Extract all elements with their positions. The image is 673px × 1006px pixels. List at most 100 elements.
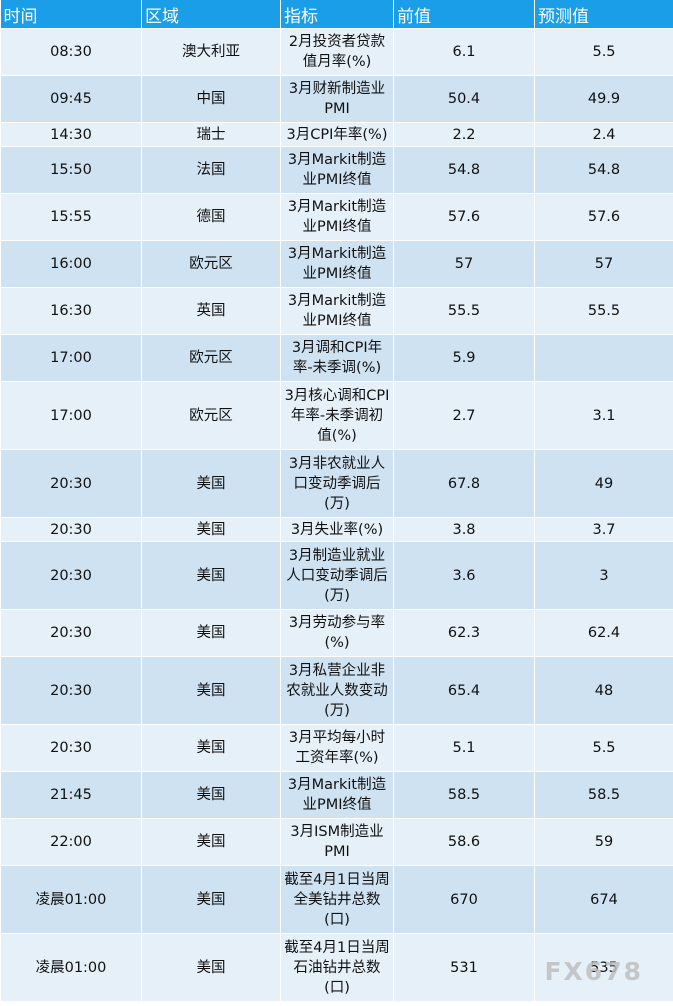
table-row: 凌晨01:00 美国 截至4月1日当周全美钻井总数(口) 670 674 xyxy=(0,865,673,934)
cell-time: 20:30 xyxy=(0,656,142,725)
cell-region: 法国 xyxy=(141,146,281,194)
cell-previous: 62.3 xyxy=(393,609,535,657)
cell-region: 德国 xyxy=(141,193,281,241)
table-row: 凌晨01:00 美国 截至4月1日当周石油钻井总数(口) 531 535 xyxy=(0,933,673,1002)
cell-indicator: 截至4月1日当周石油钻井总数(口) xyxy=(280,933,394,1002)
cell-time: 17:00 xyxy=(0,334,142,382)
table-row: 20:30 美国 3月劳动参与率(%) 62.3 62.4 xyxy=(0,609,673,657)
cell-forecast: 57.6 xyxy=(534,193,673,241)
cell-indicator: 3月私营企业非农就业人数变动(万) xyxy=(280,656,394,725)
cell-region: 澳大利亚 xyxy=(141,28,281,76)
cell-region: 美国 xyxy=(141,449,281,518)
cell-region: 欧元区 xyxy=(141,240,281,288)
cell-indicator: 3月CPI年率(%) xyxy=(280,122,394,147)
cell-indicator: 截至4月1日当周全美钻井总数(口) xyxy=(280,865,394,934)
cell-region: 美国 xyxy=(141,541,281,610)
cell-forecast: 58.5 xyxy=(534,771,673,819)
cell-indicator: 3月制造业就业人口变动季调后(万) xyxy=(280,541,394,610)
cell-region: 欧元区 xyxy=(141,334,281,382)
cell-indicator: 3月平均每小时工资年率(%) xyxy=(280,724,394,772)
cell-previous: 57 xyxy=(393,240,535,288)
cell-indicator: 3月Markit制造业PMI终值 xyxy=(280,287,394,335)
cell-region: 美国 xyxy=(141,933,281,1002)
table-row: 22:00 美国 3月ISM制造业PMI 58.6 59 xyxy=(0,818,673,866)
table-row: 20:30 美国 3月制造业就业人口变动季调后(万) 3.6 3 xyxy=(0,541,673,610)
cell-previous: 67.8 xyxy=(393,449,535,518)
cell-forecast: 3 xyxy=(534,541,673,610)
table-row: 17:00 欧元区 3月核心调和CPI年率-未季调初值(%) 2.7 3.1 xyxy=(0,381,673,450)
cell-time: 22:00 xyxy=(0,818,142,866)
cell-forecast: 3.7 xyxy=(534,517,673,542)
table-row: 08:30 澳大利亚 2月投资者贷款值月率(%) 6.1 5.5 xyxy=(0,28,673,76)
cell-region: 欧元区 xyxy=(141,381,281,450)
cell-region: 中国 xyxy=(141,75,281,123)
cell-region: 英国 xyxy=(141,287,281,335)
cell-time: 20:30 xyxy=(0,449,142,518)
cell-previous: 2.7 xyxy=(393,381,535,450)
cell-time: 21:45 xyxy=(0,771,142,819)
table-row: 17:00 欧元区 3月调和CPI年率-未季调(%) 5.9 xyxy=(0,334,673,382)
cell-region: 美国 xyxy=(141,724,281,772)
table-row: 20:30 美国 3月平均每小时工资年率(%) 5.1 5.5 xyxy=(0,724,673,772)
cell-forecast: 674 xyxy=(534,865,673,934)
cell-forecast: 535 xyxy=(534,933,673,1002)
cell-time: 15:55 xyxy=(0,193,142,241)
cell-forecast: 5.5 xyxy=(534,28,673,76)
table-row: 20:30 美国 3月失业率(%) 3.8 3.7 xyxy=(0,517,673,542)
cell-time: 凌晨01:00 xyxy=(0,933,142,1002)
cell-indicator: 3月调和CPI年率-未季调(%) xyxy=(280,334,394,382)
cell-region: 美国 xyxy=(141,771,281,819)
cell-forecast: 49 xyxy=(534,449,673,518)
cell-indicator: 3月ISM制造业PMI xyxy=(280,818,394,866)
table-row: 21:45 美国 3月Markit制造业PMI终值 58.5 58.5 xyxy=(0,771,673,819)
cell-previous: 54.8 xyxy=(393,146,535,194)
table-row: 15:50 法国 3月Markit制造业PMI终值 54.8 54.8 xyxy=(0,146,673,194)
header-time: 时间 xyxy=(0,0,142,29)
cell-indicator: 2月投资者贷款值月率(%) xyxy=(280,28,394,76)
header-previous: 前值 xyxy=(393,0,535,29)
cell-time: 16:30 xyxy=(0,287,142,335)
header-indicator: 指标 xyxy=(280,0,394,29)
cell-previous: 3.6 xyxy=(393,541,535,610)
cell-previous: 531 xyxy=(393,933,535,1002)
cell-region: 美国 xyxy=(141,865,281,934)
cell-previous: 58.5 xyxy=(393,771,535,819)
table-row: 14:30 瑞士 3月CPI年率(%) 2.2 2.4 xyxy=(0,122,673,147)
cell-time: 20:30 xyxy=(0,517,142,542)
cell-time: 20:30 xyxy=(0,724,142,772)
cell-forecast: 49.9 xyxy=(534,75,673,123)
cell-time: 20:30 xyxy=(0,609,142,657)
table-row: 15:55 德国 3月Markit制造业PMI终值 57.6 57.6 xyxy=(0,193,673,241)
cell-indicator: 3月Markit制造业PMI终值 xyxy=(280,771,394,819)
table-body: 08:30 澳大利亚 2月投资者贷款值月率(%) 6.1 5.5 09:45 中国 3月财新制… xyxy=(0,28,673,1002)
cell-forecast: 55.5 xyxy=(534,287,673,335)
cell-forecast xyxy=(534,334,673,382)
cell-forecast: 57 xyxy=(534,240,673,288)
cell-time: 20:30 xyxy=(0,541,142,610)
cell-forecast: 59 xyxy=(534,818,673,866)
cell-forecast: 5.5 xyxy=(534,724,673,772)
table-row: 09:45 中国 3月财新制造业PMI 50.4 49.9 xyxy=(0,75,673,123)
cell-time: 14:30 xyxy=(0,122,142,147)
cell-previous: 57.6 xyxy=(393,193,535,241)
cell-previous: 2.2 xyxy=(393,122,535,147)
cell-previous: 670 xyxy=(393,865,535,934)
cell-region: 瑞士 xyxy=(141,122,281,147)
cell-indicator: 3月Markit制造业PMI终值 xyxy=(280,240,394,288)
cell-region: 美国 xyxy=(141,818,281,866)
cell-forecast: 62.4 xyxy=(534,609,673,657)
cell-region: 美国 xyxy=(141,609,281,657)
cell-time: 16:00 xyxy=(0,240,142,288)
cell-time: 15:50 xyxy=(0,146,142,194)
table-row: 20:30 美国 3月私营企业非农就业人数变动(万) 65.4 48 xyxy=(0,656,673,725)
table-row: 16:30 英国 3月Markit制造业PMI终值 55.5 55.5 xyxy=(0,287,673,335)
cell-forecast: 3.1 xyxy=(534,381,673,450)
cell-previous: 3.8 xyxy=(393,517,535,542)
cell-previous: 65.4 xyxy=(393,656,535,725)
cell-previous: 5.9 xyxy=(393,334,535,382)
table-row: 20:30 美国 3月非农就业人口变动季调后(万) 67.8 49 xyxy=(0,449,673,518)
cell-previous: 58.6 xyxy=(393,818,535,866)
cell-region: 美国 xyxy=(141,517,281,542)
cell-previous: 50.4 xyxy=(393,75,535,123)
